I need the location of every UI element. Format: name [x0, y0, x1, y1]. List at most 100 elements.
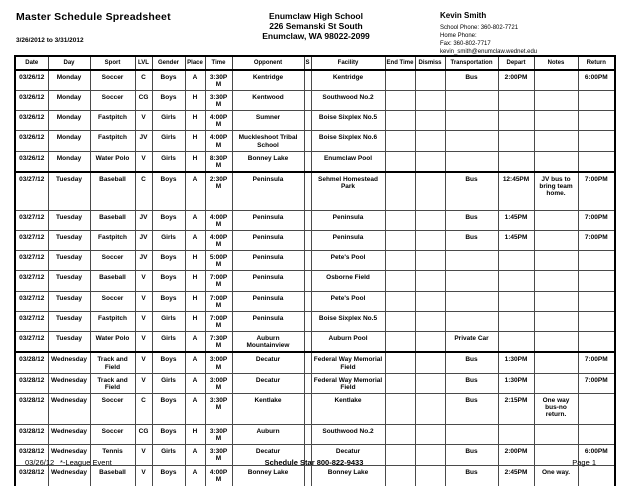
cell-facility: Osborne Field [310, 270, 386, 292]
cell-time: 8:30PM [204, 150, 233, 173]
table-row: 03/27/12 Tuesday Fastpitch V Girls H 7:00PM Pen… [14, 310, 616, 333]
cell-transportation [444, 110, 499, 132]
cell-notes [533, 372, 579, 395]
cell-end-time [384, 89, 416, 112]
cell-sport: Track and Field [89, 372, 136, 395]
cell-transportation: Bus [444, 229, 499, 252]
column-header-notes: Notes [533, 55, 579, 71]
cell-day: Wednesday [47, 424, 91, 446]
cell-place: A [184, 229, 206, 252]
cell-opponent: Peninsula [231, 270, 305, 292]
cell-transportation [444, 310, 499, 333]
cell-facility: Federal Way Memorial Field [310, 372, 386, 395]
cell-place: H [184, 250, 206, 272]
cell-s [303, 171, 312, 211]
cell-return [577, 89, 616, 112]
cell-end-time [384, 310, 416, 333]
cell-dismiss [414, 424, 446, 446]
cell-place: H [184, 310, 206, 333]
cell-date: 03/26/12 [14, 150, 49, 173]
cell-lvl: JV [134, 250, 153, 272]
cell-sport: Soccer [89, 393, 136, 426]
cell-s [303, 89, 312, 112]
cell-s [303, 372, 312, 395]
cell-sport: Fastpitch [89, 229, 136, 252]
cell-depart [497, 331, 535, 353]
cell-time: 7:00PM [204, 310, 233, 333]
table-row: 03/28/12 Wednesday Track and Field V Girls A 3… [14, 372, 616, 395]
cell-s [303, 69, 312, 91]
cell-s [303, 351, 312, 374]
cell-end-time [384, 110, 416, 132]
cell-opponent: Decatur [231, 372, 305, 395]
cell-end-time [384, 393, 416, 426]
cell-return: 7:00PM [577, 372, 616, 395]
cell-depart: 1:30PM [497, 351, 535, 374]
cell-sport: Soccer [89, 250, 136, 272]
cell-return [577, 424, 616, 446]
cell-day: Tuesday [47, 290, 91, 312]
table-row: 03/27/12 Tuesday Fastpitch JV Girls A 4:00PM Pe… [14, 229, 616, 252]
cell-day: Wednesday [47, 351, 91, 374]
cell-facility: Pete's Pool [310, 290, 386, 312]
cell-facility: Boise Sixplex No.5 [310, 110, 386, 132]
cell-dismiss [414, 150, 446, 173]
column-header-sport: Sport [89, 55, 136, 71]
cell-opponent: Kentridge [231, 69, 305, 91]
school-name: Enumclaw High School [269, 11, 363, 21]
cell-transportation: Bus [444, 209, 499, 231]
cell-return [577, 310, 616, 333]
cell-sport: Soccer [89, 89, 136, 112]
cell-notes [533, 209, 579, 231]
cell-facility: Peninsula [310, 229, 386, 252]
cell-gender: Boys [151, 393, 186, 426]
cell-facility: Kentridge [310, 69, 386, 91]
cell-sport: Fastpitch [89, 110, 136, 132]
cell-place: A [184, 372, 206, 395]
cell-place: H [184, 150, 206, 173]
cell-date: 03/27/12 [14, 171, 49, 211]
cell-time: 3:00PM [204, 351, 233, 374]
cell-depart [497, 310, 535, 333]
footer-date: 03/26/12 [25, 458, 55, 467]
cell-place: A [184, 351, 206, 374]
cell-s [303, 393, 312, 426]
cell-depart: 1:30PM [497, 372, 535, 395]
cell-day: Monday [47, 130, 91, 152]
cell-return [577, 393, 616, 426]
cell-day: Monday [47, 150, 91, 173]
table-row: 03/28/12 Wednesday Soccer CG Boys H 3:30PM Aubu… [14, 424, 616, 446]
cell-end-time [384, 372, 416, 395]
cell-dismiss [414, 130, 446, 152]
cell-facility: Kentlake [310, 393, 386, 426]
cell-date: 03/27/12 [14, 331, 49, 353]
cell-lvl: C [134, 393, 153, 426]
cell-s [303, 229, 312, 252]
cell-lvl: C [134, 69, 153, 91]
cell-date: 03/26/12 [14, 69, 49, 91]
cell-transportation: Bus [444, 171, 499, 211]
cell-date: 03/27/12 [14, 290, 49, 312]
cell-dismiss [414, 171, 446, 211]
cell-depart [497, 150, 535, 173]
cell-facility: Boise Sixplex No.5 [310, 310, 386, 333]
cell-dismiss [414, 250, 446, 272]
cell-lvl: C [134, 171, 153, 211]
cell-facility: Southwood No.2 [310, 89, 386, 112]
cell-facility: Federal Way Memorial Field [310, 351, 386, 374]
cell-notes [533, 150, 579, 173]
contact-home-phone: Home Phone: [440, 33, 477, 40]
cell-time: 7:30PM [204, 331, 233, 353]
cell-opponent: Peninsula [231, 250, 305, 272]
cell-return: 7:00PM [577, 171, 616, 211]
table-row: 03/28/12 Wednesday Baseball V Boys A 4:00PM Bon… [14, 464, 616, 486]
column-header-s: S [303, 55, 312, 71]
cell-depart [497, 130, 535, 152]
column-header-day: Day [47, 55, 91, 71]
cell-depart: 12:45PM [497, 171, 535, 211]
cell-place: H [184, 290, 206, 312]
cell-opponent: Kentwood [231, 89, 305, 112]
cell-sport: Baseball [89, 270, 136, 292]
cell-s [303, 331, 312, 353]
